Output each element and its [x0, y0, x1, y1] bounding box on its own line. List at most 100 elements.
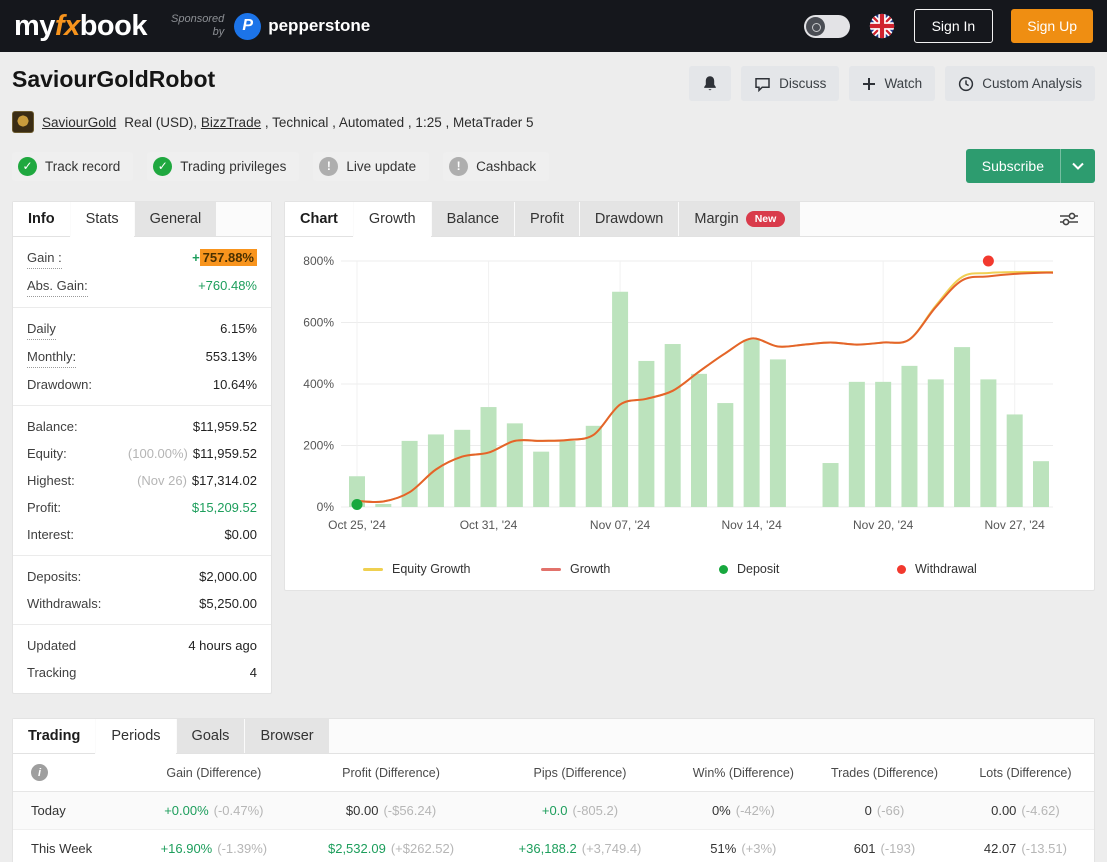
table-row-this-week[interactable]: This Week+16.90%(-1.39%)$2,532.09(+$262.… [13, 830, 1094, 862]
sign-up-button[interactable]: Sign Up [1011, 9, 1093, 43]
legend-label: Withdrawal [915, 562, 977, 576]
growth-bar[interactable] [454, 430, 470, 507]
growth-bar[interactable] [717, 403, 733, 507]
period-cell: +16.90%(-1.39%) [131, 830, 297, 862]
legend-label: Equity Growth [392, 562, 471, 576]
tab-margin[interactable]: MarginNew [678, 202, 800, 236]
info-icon[interactable]: i [31, 764, 48, 781]
stat-label[interactable]: Tracking [27, 663, 76, 683]
subscribe-dropdown[interactable] [1060, 149, 1095, 183]
myfxbook-logo[interactable]: myfxbook [14, 10, 147, 43]
deposit-marker[interactable] [352, 499, 363, 510]
period-cell: $0.00(-$56.24) [297, 792, 486, 830]
growth-bar[interactable] [901, 366, 917, 507]
legend-item-withdrawal[interactable]: Withdrawal [897, 562, 1075, 576]
y-tick-label: 600% [303, 316, 334, 330]
growth-bar[interactable] [849, 382, 865, 507]
stat-value: +757.88% [192, 248, 257, 268]
account-link[interactable]: SaviourGold [42, 115, 116, 130]
growth-bar[interactable] [402, 441, 418, 507]
uk-flag-icon[interactable] [868, 12, 896, 40]
growth-bar[interactable] [428, 434, 444, 507]
growth-chart[interactable]: 0%200%400%600%800%Oct 25, '24Oct 31, '24… [291, 245, 1066, 551]
growth-bar[interactable] [507, 423, 523, 507]
stat-label[interactable]: Equity: [27, 444, 67, 464]
badge-trading-privileges[interactable]: ✓Trading privileges [147, 152, 299, 181]
stat-label[interactable]: Drawdown: [27, 375, 92, 395]
tab-label: Stats [86, 211, 119, 227]
growth-bar[interactable] [612, 292, 628, 507]
tab-browser[interactable]: Browser [244, 719, 328, 753]
tab-growth[interactable]: Growth [353, 202, 431, 237]
growth-bar[interactable] [375, 504, 391, 507]
growth-bar[interactable] [665, 344, 681, 507]
tab-profit[interactable]: Profit [514, 202, 579, 236]
tab-periods[interactable]: Periods [95, 719, 175, 754]
growth-bar[interactable] [481, 407, 497, 507]
growth-bar[interactable] [1033, 461, 1049, 507]
sign-in-button[interactable]: Sign In [914, 9, 994, 43]
watch-button[interactable]: Watch [849, 66, 935, 101]
stat-label[interactable]: Abs. Gain: [27, 276, 88, 297]
badge-live-update[interactable]: !Live update [313, 152, 429, 181]
theme-toggle[interactable] [804, 15, 850, 38]
stat-label[interactable]: Updated [27, 636, 76, 656]
growth-bar[interactable] [533, 452, 549, 507]
logo-my: my [14, 10, 55, 42]
legend-item-equity-growth[interactable]: Equity Growth [363, 562, 541, 576]
legend-label: Growth [570, 562, 610, 576]
panel-title-info: Info [13, 202, 70, 236]
y-tick-label: 400% [303, 377, 334, 391]
tab-balance[interactable]: Balance [431, 202, 514, 236]
subscribe-button[interactable]: Subscribe [966, 149, 1095, 183]
growth-bar[interactable] [823, 463, 839, 507]
growth-bar[interactable] [744, 340, 760, 507]
custom-analysis-button[interactable]: Custom Analysis [945, 66, 1095, 101]
cell-value: 51% [710, 841, 736, 856]
stat-label[interactable]: Monthly: [27, 347, 76, 368]
broker-link[interactable]: BizzTrade [201, 115, 261, 130]
growth-bar[interactable] [875, 382, 891, 507]
stat-label[interactable]: Withdrawals: [27, 594, 101, 614]
tab-general[interactable]: General [134, 202, 217, 236]
badge-track-record[interactable]: ✓Track record [12, 152, 133, 181]
pepperstone-logo[interactable]: P pepperstone [234, 13, 370, 40]
stat-label[interactable]: Daily [27, 319, 56, 340]
stat-label[interactable]: Highest: [27, 471, 75, 491]
tab-stats[interactable]: Stats [70, 202, 134, 237]
tab-goals[interactable]: Goals [176, 719, 245, 753]
period-cell: +0.00%(-0.47%) [131, 792, 297, 830]
growth-bar[interactable] [770, 359, 786, 507]
discuss-button[interactable]: Discuss [741, 66, 839, 101]
stat-label[interactable]: Interest: [27, 525, 74, 545]
stat-label[interactable]: Profit: [27, 498, 61, 518]
withdrawal-marker[interactable] [983, 256, 994, 267]
column-header-gain: Gain (Difference) [131, 754, 297, 792]
tab-drawdown[interactable]: Drawdown [579, 202, 679, 236]
tab-label: Info [28, 211, 55, 227]
growth-bar[interactable] [1007, 414, 1023, 507]
stat-label[interactable]: Deposits: [27, 567, 81, 587]
growth-bar[interactable] [691, 374, 707, 507]
legend-item-deposit[interactable]: Deposit [719, 562, 897, 576]
table-row-today[interactable]: Today+0.00%(-0.47%)$0.00(-$56.24)+0.0(-8… [13, 792, 1094, 830]
growth-bar[interactable] [980, 379, 996, 507]
chart-settings-button[interactable] [1044, 202, 1094, 236]
growth-bar[interactable] [638, 361, 654, 507]
cell-value: +0.0 [542, 803, 568, 818]
growth-bar[interactable] [928, 379, 944, 507]
growth-bar[interactable] [954, 347, 970, 507]
stat-value: 4 hours ago [188, 636, 257, 656]
period-label: This Week [13, 830, 131, 862]
exclamation-icon: ! [319, 157, 338, 176]
period-cell: 42.07(-13.51) [957, 830, 1094, 862]
stat-label[interactable]: Balance: [27, 417, 78, 437]
legend-item-growth[interactable]: Growth [541, 562, 719, 576]
stat-value: 553.13% [206, 347, 257, 367]
stat-value: $15,209.52 [192, 498, 257, 518]
notification-bell-button[interactable] [689, 66, 731, 101]
badge-label: Cashback [476, 159, 536, 174]
stat-label[interactable]: Gain : [27, 248, 62, 269]
growth-bar[interactable] [559, 441, 575, 507]
badge-cashback[interactable]: !Cashback [443, 152, 549, 181]
